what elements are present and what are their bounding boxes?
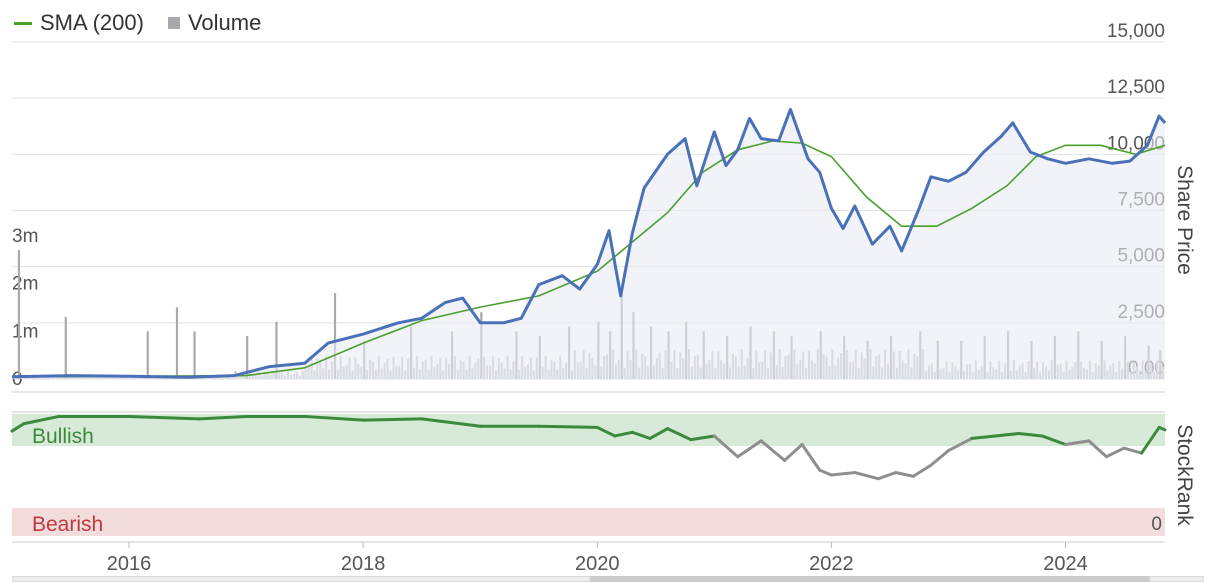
stockrank-line-segment [712, 434, 740, 459]
stockrank-line-segment [303, 414, 365, 422]
x-tick-label: 2018 [341, 553, 386, 575]
stockrank-line-segment [1104, 446, 1126, 459]
volume-tick-label: 2m [12, 274, 38, 295]
volume-bar [333, 293, 337, 379]
bearish-label: Bearish [32, 513, 103, 536]
stockrank-line-segment [929, 449, 950, 467]
stockrank-line-segment [853, 471, 880, 481]
sma-legend-label[interactable]: SMA (200) [40, 10, 144, 35]
stockrank-line-segment [876, 471, 898, 481]
x-tick-label: 2022 [809, 553, 854, 575]
stockrank-line-segment [197, 414, 248, 421]
chart-legend: SMA (200) Volume [14, 10, 261, 36]
volume-bar [146, 331, 149, 379]
stockrank-line-segment [970, 434, 997, 440]
volume-bar [17, 250, 21, 379]
volume-tick-label: 1m [12, 321, 38, 342]
stockrank-line-segment [993, 432, 1021, 438]
volume-tick-label: 0 [12, 369, 23, 390]
navigator-scrollbar-thumb[interactable] [590, 576, 1150, 582]
stockrank-line-segment [818, 468, 833, 477]
stockrank-line-segment [630, 430, 652, 440]
price-area [12, 109, 1165, 380]
x-tick-label: 2024 [1043, 553, 1088, 575]
stockrank-line-segment [783, 443, 804, 462]
volume-bar [64, 316, 67, 379]
stockrank-line-segment [420, 417, 482, 428]
stockrank-line-segment [1064, 439, 1091, 446]
stockrank-line-segment [911, 463, 933, 478]
volume-legend-label[interactable]: Volume [187, 10, 262, 35]
stockrank-line-segment [361, 417, 424, 422]
price-tick-label: 15,000 [1107, 21, 1165, 42]
stockrank-line-segment [10, 422, 26, 433]
volume-tick-label: 3m [12, 226, 38, 247]
bearish-band [12, 508, 1165, 536]
stockrank-line-segment [829, 471, 857, 477]
stockrank-line-segment [1140, 425, 1161, 455]
stockrank-line-segment [800, 443, 822, 472]
share-price-axis-title: Share Price [1173, 165, 1196, 275]
stockrank-line-segment [127, 414, 201, 421]
stockrank-line-segment [1017, 432, 1044, 438]
volume-bar [246, 336, 249, 379]
volume-bar [193, 331, 196, 379]
volume-bar [175, 307, 179, 379]
stockrank-axis-title: StockRank [1173, 424, 1196, 526]
stockrank-line-segment [22, 414, 61, 426]
stockrank-line-segment [1157, 425, 1167, 432]
stockrank-line-segment [648, 427, 670, 440]
volume-legend-swatch[interactable] [167, 17, 180, 29]
sma-legend-swatch[interactable] [14, 21, 32, 25]
stockrank-line-segment [613, 430, 634, 438]
stockrank-line-segment [759, 439, 787, 462]
stockrank-line-segment [666, 427, 693, 442]
price-tick-label: 12,500 [1107, 77, 1165, 98]
stockrank-line-segment [595, 425, 617, 438]
stockrank-line-segment [946, 436, 974, 453]
x-tick-label: 2016 [107, 553, 152, 575]
share-price-line [11, 107, 1167, 379]
x-tick-label: 2020 [575, 553, 620, 575]
stockrank-line-segment [1087, 439, 1108, 459]
stockrank-line-segment [1040, 434, 1068, 446]
stockrank-line-segment [689, 434, 716, 442]
stockrank-line-segment [537, 424, 599, 429]
stockrank-line-segment [894, 471, 915, 478]
sma-200-line [11, 140, 1166, 378]
volume-bar [275, 321, 278, 379]
bullish-label: Bullish [32, 425, 94, 448]
stockrank-line-segment [736, 439, 763, 459]
stockrank-line-segment [1122, 446, 1144, 455]
stockrank-tick-label: 0 [1151, 514, 1162, 535]
